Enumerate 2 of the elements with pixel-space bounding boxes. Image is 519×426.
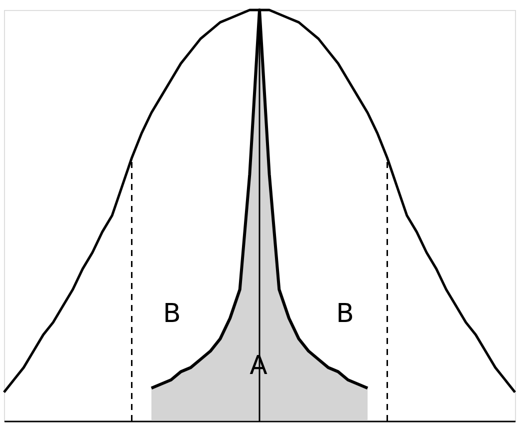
annotation: B: [336, 299, 354, 329]
annotation: B: [163, 299, 181, 329]
